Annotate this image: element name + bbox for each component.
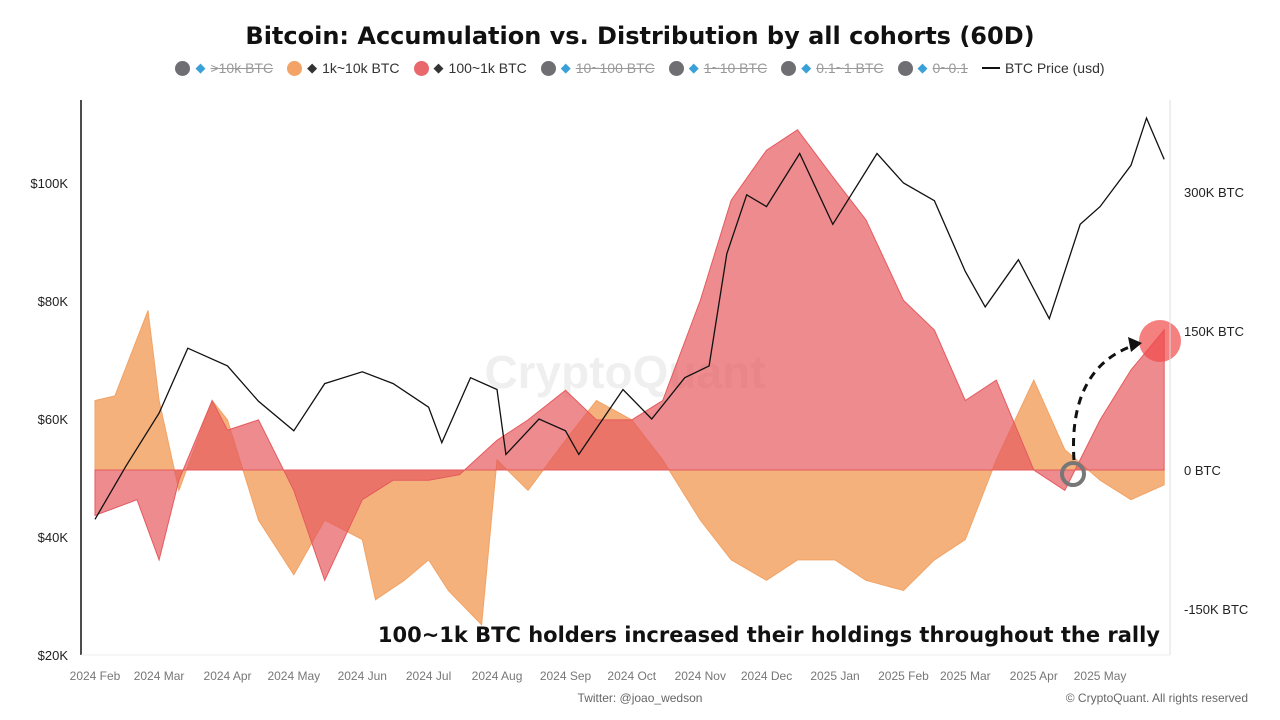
color-dot-icon [781, 60, 797, 76]
line-swatch-icon [981, 67, 1000, 69]
footer-copyright: © CryptoQuant. All rights reserved [1066, 691, 1248, 705]
dolphin-icon: ◆ [433, 60, 444, 75]
arrowhead-icon [1128, 337, 1142, 352]
legend-label: 0~0.1 [932, 60, 968, 76]
x-tick-label: 2024 Feb [70, 669, 121, 683]
start-circle-marker [1060, 461, 1086, 487]
end-circle-marker [1139, 320, 1181, 362]
x-tick-label: 2025 Mar [940, 669, 991, 683]
footer-twitter: Twitter: @joao_wedson [578, 691, 703, 705]
x-tick-label: 2024 Sep [540, 669, 592, 683]
legend-label: 1~10 BTC [703, 60, 768, 76]
legend-label: 0.1~1 BTC [816, 60, 884, 76]
legend-item[interactable]: ◆ 0.1~1 BTC [781, 60, 884, 76]
legend-label: 1k~10k BTC [322, 60, 400, 76]
legend-label: >10k BTC [210, 60, 274, 76]
x-tick-label: 2024 Jun [338, 669, 387, 683]
right-tick-label: 300K BTC [1184, 185, 1244, 200]
x-tick-label: 2024 Aug [472, 669, 523, 683]
x-tick-label: 2024 Oct [607, 669, 656, 683]
color-dot-icon [287, 60, 303, 76]
dashed-arrow [1072, 343, 1136, 461]
legend-item[interactable]: ◆ 10~100 BTC [540, 60, 655, 76]
shrimp-icon: ◆ [917, 60, 928, 75]
color-dot-icon [540, 60, 556, 76]
legend-label: BTC Price (usd) [1004, 60, 1105, 76]
left-tick-label: $60K [38, 412, 69, 427]
legend-item[interactable]: ◆ 1k~10k BTC [287, 60, 400, 76]
x-tick-label: 2024 Apr [204, 669, 252, 683]
legend: ◆ >10k BTC ◆ 1k~10k BTC ◆ 100~1k BTC ◆ 10~100 B… [0, 60, 1280, 76]
color-dot-icon [897, 60, 913, 76]
legend-item[interactable]: ◆ 0~0.1 [897, 60, 968, 76]
left-tick-label: $80K [38, 294, 69, 309]
x-tick-label: 2024 May [267, 669, 320, 683]
fish-icon: ◆ [560, 60, 571, 75]
legend-label: 100~1k BTC [448, 60, 527, 76]
btc-price-line [94, 116, 1165, 520]
left-tick-label: $100K [30, 176, 68, 191]
legend-label: 10~100 BTC [575, 60, 655, 76]
shark-icon: ◆ [307, 60, 318, 75]
left-tick-label: $20K [38, 648, 69, 663]
legend-item[interactable]: BTC Price (usd) [981, 60, 1105, 76]
color-dot-icon [668, 60, 684, 76]
x-tick-label: 2024 Mar [134, 669, 185, 683]
chart-title: Bitcoin: Accumulation vs. Distribution b… [245, 22, 1035, 50]
crab-icon: ◆ [801, 60, 812, 75]
x-tick-label: 2025 Jan [810, 669, 859, 683]
annotation-text: 100~1k BTC holders increased their holdi… [378, 623, 1160, 647]
right-tick-label: 0 BTC [1184, 463, 1221, 478]
legend-item[interactable]: ◆ 1~10 BTC [668, 60, 768, 76]
left-tick-label: $40K [38, 530, 69, 545]
right-tick-label: 150K BTC [1184, 324, 1244, 339]
color-dot-icon [413, 60, 429, 76]
whale-icon: ◆ [195, 60, 206, 75]
legend-item[interactable]: ◆ 100~1k BTC [413, 60, 527, 76]
x-tick-label: 2024 Nov [675, 669, 726, 683]
x-tick-label: 2025 Feb [878, 669, 929, 683]
legend-item[interactable]: ◆ >10k BTC [175, 60, 273, 76]
x-tick-label: 2024 Jul [406, 669, 451, 683]
right-tick-label: -150K BTC [1184, 602, 1248, 617]
area-100-1k [94, 129, 1165, 582]
octopus-icon: ◆ [688, 60, 699, 75]
color-dot-icon [175, 60, 191, 76]
x-tick-label: 2025 May [1074, 669, 1127, 683]
x-tick-label: 2025 Apr [1010, 669, 1058, 683]
x-tick-label: 2024 Dec [741, 669, 792, 683]
